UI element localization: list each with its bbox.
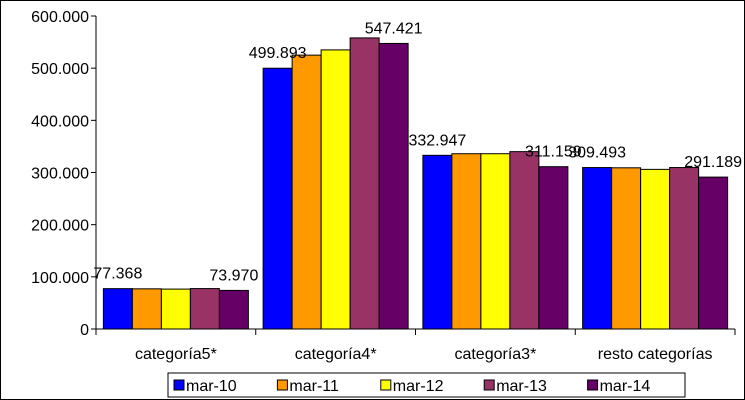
data-label: 309.493 bbox=[568, 145, 626, 162]
legend-box bbox=[167, 372, 686, 398]
bar-mar-14 bbox=[538, 166, 569, 330]
y-tick-label: 500.000 bbox=[31, 61, 89, 78]
category-label: resto categorías bbox=[598, 346, 713, 363]
bar-mar-14 bbox=[698, 176, 729, 330]
bar-mar-12 bbox=[640, 168, 671, 330]
legend-label: mar-11 bbox=[289, 378, 339, 395]
bar-mar-11 bbox=[451, 153, 482, 330]
category-label: categoría5* bbox=[135, 346, 217, 363]
category-label: categoría4* bbox=[295, 346, 377, 363]
legend-label: mar-12 bbox=[393, 378, 444, 395]
y-tick-label: 400.000 bbox=[31, 113, 89, 130]
bar-mar-11 bbox=[131, 288, 162, 330]
legend-swatch-mar-12 bbox=[380, 379, 392, 391]
chart-category-labels: categoría5* categoría4* categoría3* resto c… bbox=[135, 346, 713, 363]
y-tick-label: 300.000 bbox=[31, 166, 89, 183]
y-tick-label: 600.000 bbox=[31, 9, 89, 26]
bar-mar-11 bbox=[611, 167, 642, 330]
bar-mar-13 bbox=[349, 37, 380, 330]
data-label: 73.970 bbox=[209, 267, 258, 284]
legend-label: mar-10 bbox=[186, 378, 237, 395]
bar-mar-11 bbox=[291, 54, 322, 330]
bar-mar-10 bbox=[582, 167, 613, 330]
data-label: 77.368 bbox=[93, 266, 142, 283]
category-label: categoría3* bbox=[454, 346, 536, 363]
legend-swatch-mar-11 bbox=[276, 379, 288, 391]
bar-mar-13 bbox=[189, 288, 220, 330]
data-label: 291.189 bbox=[684, 154, 742, 171]
chart-legend: mar-10 mar-11 mar-12 mar-13 mar-14 bbox=[167, 372, 686, 398]
bar-mar-14 bbox=[218, 289, 249, 330]
bar-mar-12 bbox=[160, 288, 191, 330]
legend-label: mar-13 bbox=[496, 378, 547, 395]
y-tick-label: 100.000 bbox=[31, 270, 89, 287]
legend-swatch-mar-14 bbox=[587, 379, 599, 391]
bar-mar-12 bbox=[320, 49, 351, 330]
chart-bars bbox=[102, 37, 729, 330]
data-label: 332.947 bbox=[408, 132, 466, 149]
bar-mar-12 bbox=[480, 153, 511, 330]
y-tick-label: 200.000 bbox=[31, 218, 89, 235]
data-label: 311.159 bbox=[525, 144, 582, 161]
bar-mar-14 bbox=[378, 42, 409, 330]
chart-data-labels: 77.368 73.970 499.893 547.421 332.947 311.159… bbox=[93, 20, 742, 284]
bar-mar-10 bbox=[262, 67, 293, 330]
y-tick-label: 0 bbox=[80, 322, 89, 339]
data-label: 499.893 bbox=[249, 45, 307, 62]
legend-swatch-mar-10 bbox=[173, 379, 185, 391]
bar-mar-10 bbox=[422, 154, 453, 330]
bar-mar-13 bbox=[509, 151, 540, 330]
legend-swatch-mar-13 bbox=[483, 379, 495, 391]
data-label: 547.421 bbox=[365, 20, 423, 37]
bar-mar-13 bbox=[669, 167, 700, 330]
legend-label: mar-14 bbox=[600, 378, 651, 395]
bar-mar-10 bbox=[102, 288, 133, 330]
